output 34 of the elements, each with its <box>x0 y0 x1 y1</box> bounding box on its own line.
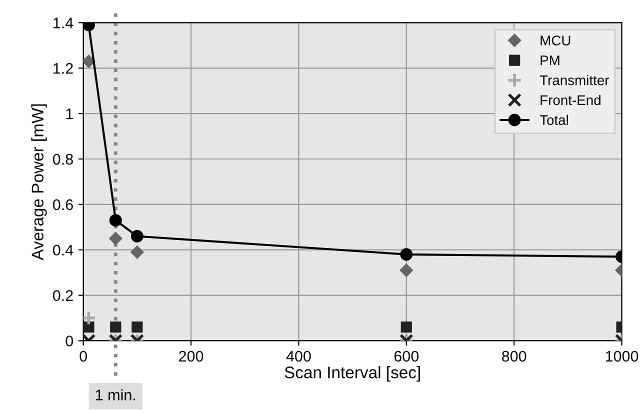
legend-label: Front-End <box>540 94 600 106</box>
y-tick-label: 0 <box>66 336 74 346</box>
point <box>130 230 144 242</box>
x-tick-label: 1000 <box>606 350 638 362</box>
x-tick-label: 400 <box>286 350 311 362</box>
point <box>83 310 96 326</box>
point <box>130 246 144 259</box>
x-tick-label: 800 <box>502 350 526 362</box>
x-axis-title: Scan Interval [sec] <box>284 366 420 382</box>
legend-label: PM <box>540 56 560 66</box>
point <box>110 322 122 333</box>
point <box>132 322 143 333</box>
legend-label: Total <box>540 114 568 125</box>
y-tick-label: 1.2 <box>54 63 73 74</box>
y-tick-label: 1.4 <box>54 18 74 28</box>
point <box>400 264 413 277</box>
point <box>109 214 122 227</box>
y-tick-label: 0.6 <box>52 199 73 210</box>
point <box>400 248 413 261</box>
point <box>400 322 412 333</box>
legend-label: Transmitter <box>540 75 610 86</box>
x-tick-label: 600 <box>394 350 419 362</box>
x-tick-label: 0 <box>80 350 87 362</box>
x-tick-label: 200 <box>179 350 204 362</box>
y-tick-label: 0.8 <box>52 154 73 165</box>
point <box>83 322 94 333</box>
y-axis-title: Average Power [mW] <box>31 104 47 260</box>
y-tick-label: 0.4 <box>52 244 74 256</box>
legend-label: MCU <box>540 36 570 46</box>
ref-line-label: 1 min. <box>96 389 136 400</box>
point <box>83 54 96 68</box>
y-tick-label: 0.2 <box>52 290 73 301</box>
y-tick-label: 1 <box>66 108 73 120</box>
point <box>109 232 122 246</box>
